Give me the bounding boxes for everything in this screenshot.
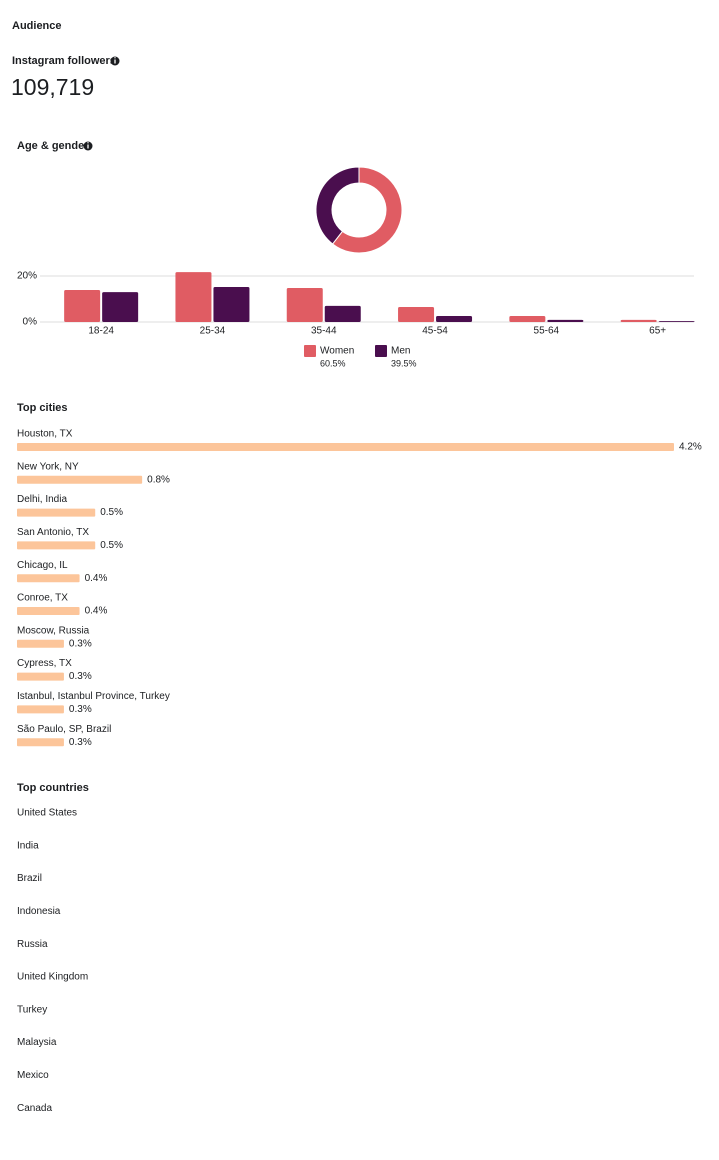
city-value: 0.5% — [100, 507, 123, 518]
country-name: Russia — [17, 939, 48, 950]
x-tick-label: 25-34 — [200, 326, 226, 337]
city-name: New York, NY — [17, 461, 79, 472]
city-name: Istanbul, Istanbul Province, Turkey — [17, 691, 170, 702]
x-tick-label: 45-54 — [422, 326, 448, 337]
bar — [324, 305, 361, 322]
city-bar — [17, 574, 80, 583]
followers-count: 109,719 — [11, 74, 94, 100]
donut-slice — [315, 166, 360, 245]
section-title: Top countries — [17, 782, 89, 794]
donut-slice — [331, 166, 403, 254]
city-bar — [17, 443, 674, 451]
city-name: Moscow, Russia — [17, 625, 90, 636]
legend-swatch — [375, 345, 387, 357]
legend-swatch — [304, 345, 316, 357]
x-tick-label: 18-24 — [88, 326, 114, 337]
bar — [175, 272, 212, 322]
bar — [509, 316, 546, 322]
followers-label: Instagram followers — [12, 55, 116, 67]
x-tick-label: 55-64 — [534, 326, 560, 337]
city-value: 0.8% — [147, 474, 170, 485]
x-tick-label: 35-44 — [311, 326, 337, 337]
bar — [658, 321, 695, 322]
bar — [398, 307, 435, 322]
bar — [286, 287, 323, 322]
legend-percent: 60.5% — [320, 358, 346, 368]
bar — [213, 287, 250, 322]
bar — [620, 319, 657, 322]
x-tick-label: 65+ — [649, 326, 666, 337]
city-name: Delhi, India — [17, 494, 67, 505]
legend-label: Women — [320, 346, 354, 357]
info-icon[interactable] — [83, 141, 93, 151]
info-icon[interactable] — [110, 56, 120, 66]
bar — [102, 292, 139, 322]
legend-percent: 39.5% — [391, 358, 417, 368]
bar — [64, 290, 101, 322]
country-name: Brazil — [17, 873, 42, 884]
city-name: Conroe, TX — [17, 593, 68, 604]
country-name: United States — [17, 808, 77, 819]
country-name: Indonesia — [17, 906, 61, 917]
city-value: 0.3% — [69, 737, 92, 748]
city-value: 0.3% — [69, 638, 92, 649]
country-name: United Kingdom — [17, 972, 88, 983]
city-name: São Paulo, SP, Brazil — [17, 724, 111, 735]
country-name: Malaysia — [17, 1037, 57, 1048]
section-title: Top cities — [17, 402, 68, 414]
country-name: Turkey — [17, 1004, 47, 1015]
legend-label: Men — [391, 346, 410, 357]
city-bar — [17, 738, 64, 747]
bar — [436, 316, 473, 322]
y-tick-label: 0% — [23, 317, 38, 328]
city-value: 0.4% — [85, 606, 108, 617]
city-name: Chicago, IL — [17, 560, 68, 571]
city-value: 0.3% — [69, 671, 92, 682]
city-bar — [17, 541, 96, 550]
city-value: 0.4% — [85, 573, 108, 584]
page-title: Audience — [12, 20, 62, 32]
city-value: 4.2% — [679, 442, 702, 453]
city-name: Houston, TX — [17, 429, 73, 440]
section-title: Age & gender — [17, 140, 89, 152]
city-bar — [17, 705, 64, 714]
city-value: 0.5% — [100, 540, 123, 551]
country-name: India — [17, 840, 39, 851]
country-name: Canada — [17, 1103, 52, 1114]
city-bar — [17, 639, 64, 648]
city-bar — [17, 607, 80, 615]
city-bar — [17, 475, 143, 484]
city-name: San Antonio, TX — [17, 527, 89, 538]
y-tick-label: 20% — [17, 271, 37, 282]
country-name: Mexico — [17, 1070, 49, 1081]
city-bar — [17, 508, 96, 517]
city-value: 0.3% — [69, 704, 92, 715]
bar — [547, 319, 584, 322]
city-name: Cypress, TX — [17, 658, 72, 669]
city-bar — [17, 672, 64, 681]
